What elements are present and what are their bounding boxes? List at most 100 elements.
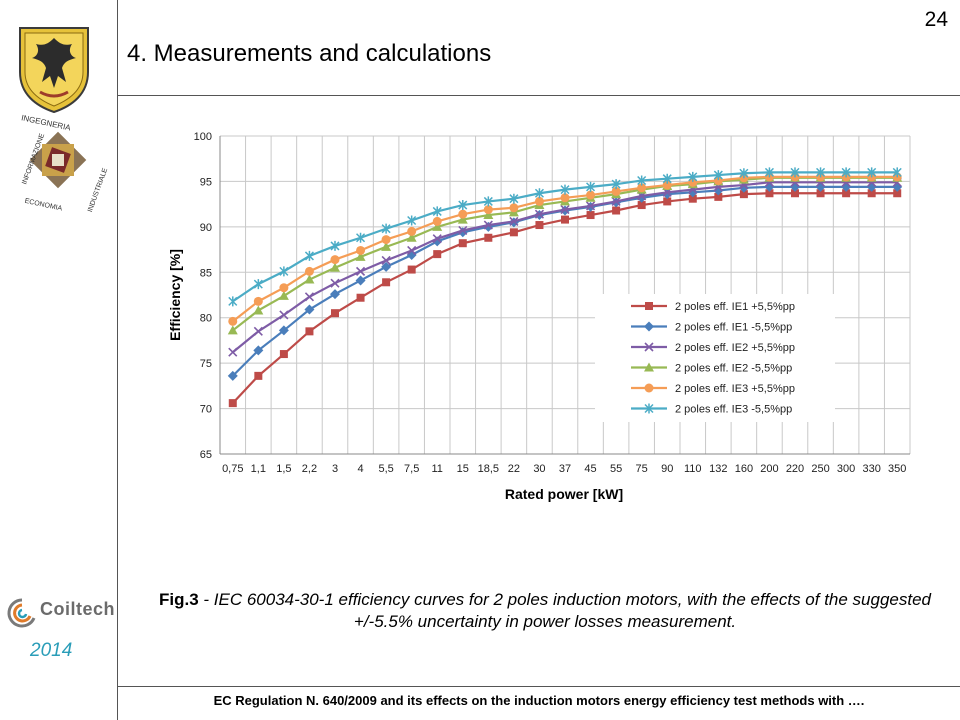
data-point <box>356 293 365 302</box>
x-tick-label: 1,5 <box>276 463 291 475</box>
data-point <box>381 241 392 251</box>
data-point <box>509 193 519 204</box>
data-point <box>663 197 672 206</box>
series-6 <box>228 167 902 307</box>
page-number: 24 <box>924 8 948 31</box>
data-point <box>560 184 570 195</box>
data-point <box>355 251 366 261</box>
legend-item: 2 poles eff. IE3 -5,5%pp <box>631 403 792 416</box>
data-point <box>381 255 391 266</box>
slide-title: 4. Measurements and calculations <box>127 40 492 67</box>
x-tick-label: 55 <box>610 463 622 475</box>
data-point <box>611 196 621 206</box>
data-point <box>893 189 902 198</box>
data-point <box>279 350 288 359</box>
data-point <box>841 167 851 178</box>
y-tick-label: 70 <box>200 404 212 416</box>
sidebar-divider <box>117 0 118 720</box>
x-axis-label: Rated power [kW] <box>505 486 623 502</box>
data-point <box>227 370 238 381</box>
legend-label: 2 poles eff. IE1 -5,5%pp <box>675 322 792 334</box>
data-point <box>688 194 697 203</box>
x-tick-label: 350 <box>888 463 906 475</box>
data-point <box>458 225 468 236</box>
x-tick-label: 110 <box>684 463 702 475</box>
x-tick-label: 18,5 <box>478 463 499 475</box>
legend-marker <box>644 321 654 332</box>
series-1 <box>228 189 902 408</box>
data-point <box>483 205 493 215</box>
legend-item: 2 poles eff. IE2 +5,5%pp <box>631 342 795 354</box>
data-point <box>534 209 545 219</box>
data-point <box>330 255 340 265</box>
legend-label: 2 poles eff. IE3 -5,5%pp <box>675 404 792 416</box>
data-point <box>253 326 263 336</box>
data-point <box>816 189 825 198</box>
x-tick-labels: 0,75 1,1 1,5 2,2 3 4 5,5 7,5 11 15 18,5 22 30 37 45 55 7… <box>222 463 906 475</box>
x-tick-label: 4 <box>357 463 363 475</box>
data-point <box>457 227 468 238</box>
data-point <box>713 170 723 181</box>
data-point <box>330 278 340 288</box>
data-point <box>764 167 774 178</box>
data-point <box>842 189 851 198</box>
x-tick-label: 90 <box>661 463 673 475</box>
footer-text: EC Regulation N. 640/2009 and its effect… <box>213 693 865 708</box>
y-tick-label: 90 <box>200 222 212 234</box>
data-point <box>432 216 442 226</box>
data-point <box>355 266 366 276</box>
y-tick-label: 95 <box>200 176 212 188</box>
data-point <box>714 192 723 201</box>
legend-item: 2 poles eff. IE3 +5,5%pp <box>631 383 795 395</box>
data-point <box>739 190 748 199</box>
data-point <box>739 168 749 179</box>
x-tick-label: 15 <box>457 463 469 475</box>
data-point <box>381 261 392 272</box>
header-rule <box>117 95 960 96</box>
legend-marker <box>644 383 654 393</box>
data-point <box>458 239 467 248</box>
coiltech-brand: Coiltech <box>40 599 116 619</box>
figure-caption: Fig.3 - IEC 60034-30-1 efficiency curves… <box>150 589 940 633</box>
data-point <box>305 327 314 336</box>
chart-legend: 2 poles eff. IE1 +5,5%pp 2 poles eff. IE1… <box>595 294 835 422</box>
data-point <box>586 211 595 220</box>
legend-label: 2 poles eff. IE2 -5,5%pp <box>675 363 792 375</box>
x-tick-label: 7,5 <box>404 463 419 475</box>
data-point <box>790 167 800 178</box>
x-tick-label: 5,5 <box>378 463 393 475</box>
data-point <box>534 196 544 206</box>
data-point <box>867 167 877 178</box>
data-point <box>432 234 442 244</box>
x-tick-label: 2,2 <box>302 463 317 475</box>
x-tick-label: 75 <box>636 463 648 475</box>
x-tick-label: 160 <box>735 463 753 475</box>
data-point <box>560 193 570 203</box>
data-point <box>304 250 314 261</box>
data-point <box>228 399 237 408</box>
data-point <box>228 316 238 326</box>
data-point <box>253 305 264 315</box>
data-point <box>330 262 340 272</box>
x-tick-label: 37 <box>559 463 571 475</box>
data-point <box>254 371 263 380</box>
data-point <box>484 233 493 242</box>
x-tick-label: 220 <box>786 463 804 475</box>
x-tick-label: 30 <box>533 463 545 475</box>
data-point <box>331 309 339 318</box>
data-point <box>458 200 468 211</box>
coiltech-logo <box>7 598 36 628</box>
data-point <box>433 250 442 259</box>
logo-word-ingegneria: INGEGNERIA <box>20 113 72 132</box>
x-tick-label: 45 <box>584 463 596 475</box>
data-point <box>355 275 366 286</box>
data-point <box>279 283 289 293</box>
efficiency-chart: 65 70 75 80 85 90 95 100 0,75 1,1 1,5 2,2 3 4 5,5 7,5 1… <box>167 131 911 502</box>
legend-label: 2 poles eff. IE2 +5,5%pp <box>675 342 795 354</box>
data-point <box>279 310 289 320</box>
data-point <box>586 190 596 200</box>
year-label: 2014 <box>30 640 73 661</box>
data-point <box>356 232 366 243</box>
data-point <box>432 221 443 231</box>
logo-word-economia: ECONOMIA <box>24 198 63 212</box>
